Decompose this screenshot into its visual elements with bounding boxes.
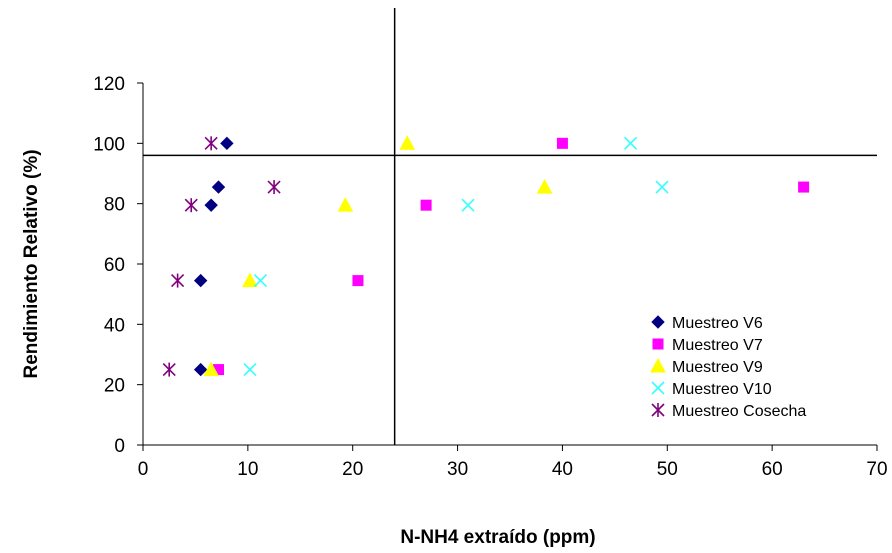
legend-label: Muestreo V9 xyxy=(672,359,763,376)
data-point-series-3 xyxy=(242,272,258,288)
x-tick-label: 10 xyxy=(237,459,258,480)
y-tick-label: 100 xyxy=(93,134,125,155)
legend-label: Muestreo V6 xyxy=(672,315,763,332)
legend-item: Muestreo V9 xyxy=(650,357,763,376)
y-tick-label: 40 xyxy=(104,315,125,336)
data-point-series-3 xyxy=(399,135,416,150)
y-axis-title: Rendimiento Relativo (%) xyxy=(21,149,42,378)
data-point-series-4 xyxy=(624,136,638,150)
data-point-series-3 xyxy=(337,197,354,212)
x-tick-label: 50 xyxy=(657,459,678,480)
data-point-series-1 xyxy=(204,198,218,212)
data-point-series-5 xyxy=(204,136,218,151)
data-point-series-5 xyxy=(162,362,176,377)
y-tick-label: 60 xyxy=(104,255,125,276)
data-point-series-1 xyxy=(211,180,226,194)
data-point-series-2 xyxy=(798,181,810,193)
data-point-series-3 xyxy=(203,361,219,377)
x-tick-label: 70 xyxy=(866,459,887,480)
x-tick-label: 0 xyxy=(138,459,149,480)
x-tick-label: 30 xyxy=(447,459,468,480)
legend-item: Muestreo Cosecha xyxy=(651,403,806,420)
legend-marker xyxy=(651,403,665,417)
legend-item: Muestreo V6 xyxy=(651,315,763,332)
data-point-series-2 xyxy=(420,199,432,211)
x-axis-title: N-NH4 extraído (ppm) xyxy=(400,527,595,548)
data-point-series-1 xyxy=(193,273,208,288)
x-tick-label: 40 xyxy=(552,459,573,480)
data-point-series-5 xyxy=(184,198,198,213)
data-point-series-5 xyxy=(267,180,281,195)
y-tick-label: 0 xyxy=(114,436,125,457)
x-tick-label: 20 xyxy=(342,459,363,480)
legend-label: Muestreo V10 xyxy=(672,381,772,398)
legend-label: Muestreo Cosecha xyxy=(672,403,806,420)
legend-label: Muestreo V7 xyxy=(672,337,763,354)
data-point-series-4 xyxy=(253,274,268,288)
y-tick-label: 80 xyxy=(104,195,125,216)
y-tick-label: 120 xyxy=(93,74,125,95)
data-point-series-4 xyxy=(655,180,669,194)
x-tick-label: 60 xyxy=(762,459,783,480)
data-point-series-1 xyxy=(220,136,234,151)
legend-item: Muestreo V10 xyxy=(651,381,772,398)
data-point-series-5 xyxy=(171,273,185,288)
data-point-series-2 xyxy=(212,364,224,376)
legend-marker xyxy=(651,315,665,329)
data-point-series-1 xyxy=(193,362,208,377)
legend: Muestreo V6 Muestreo V7 Muestreo V9 Muestre… xyxy=(650,315,806,420)
axes: 0 10 20 30 40 50 60 70 0 20 40 60 80 100 120 xyxy=(93,74,887,480)
y-tick-label: 20 xyxy=(104,376,125,397)
legend-marker xyxy=(650,357,666,373)
data-point-series-3 xyxy=(536,179,553,194)
data-point-series-4 xyxy=(461,198,475,212)
data-point-series-2 xyxy=(352,275,364,287)
legend-marker xyxy=(651,381,665,395)
legend-item: Muestreo V7 xyxy=(652,337,763,354)
reference-lines xyxy=(143,8,877,445)
data-points xyxy=(162,135,810,377)
legend-marker xyxy=(652,338,664,350)
data-point-series-4 xyxy=(243,363,257,377)
data-point-series-2 xyxy=(556,137,568,149)
